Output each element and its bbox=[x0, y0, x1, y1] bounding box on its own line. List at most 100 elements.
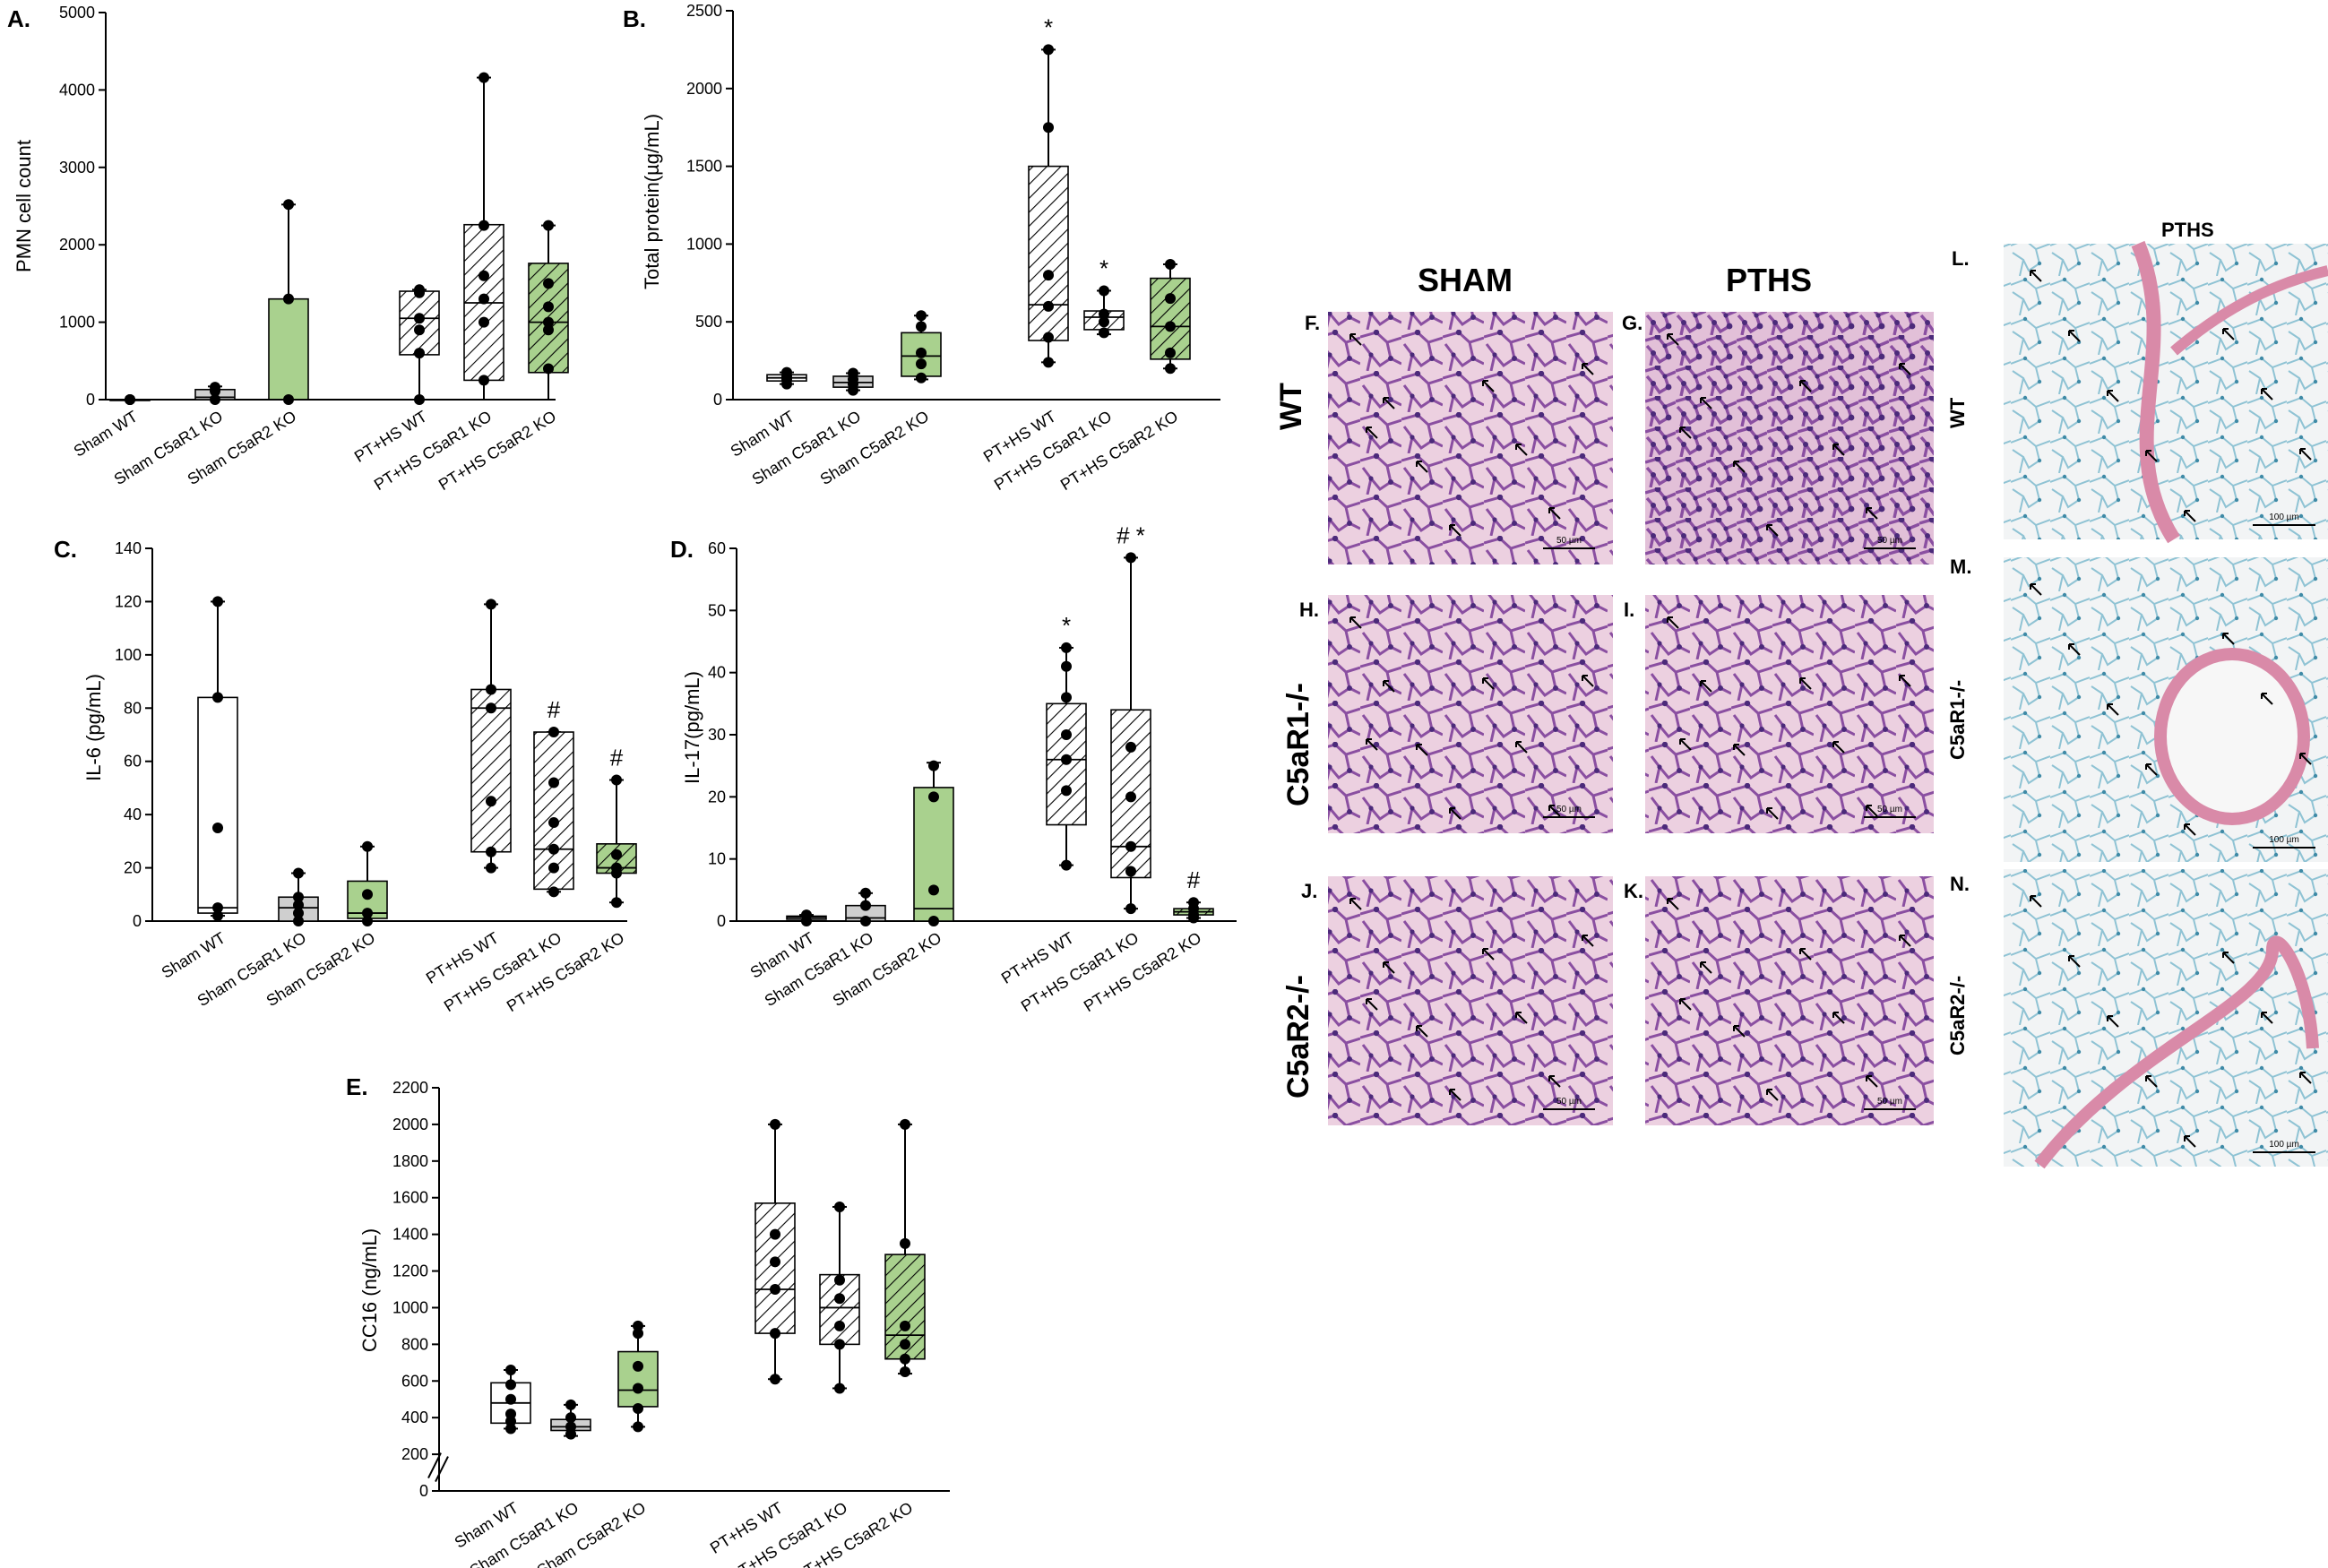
arrow-icon bbox=[1766, 524, 1779, 537]
y-axis-label: PMN cell count bbox=[13, 140, 35, 272]
data-point bbox=[633, 1421, 643, 1433]
arrow-icon bbox=[1679, 426, 1692, 439]
data-point bbox=[834, 1201, 845, 1212]
data-point bbox=[1061, 754, 1072, 765]
arrow-icon bbox=[1766, 807, 1779, 820]
arrow-icon bbox=[1667, 898, 1679, 910]
data-point bbox=[565, 1412, 576, 1424]
arrow-icon bbox=[2299, 1072, 2312, 1084]
data-point bbox=[1165, 347, 1176, 358]
arrow-icon bbox=[1832, 1012, 1845, 1024]
box bbox=[754, 1202, 796, 1334]
arrow-icon bbox=[2222, 633, 2235, 645]
y-tick-label: 5000 bbox=[59, 4, 95, 22]
data-point bbox=[611, 774, 622, 786]
data-point bbox=[548, 843, 559, 855]
arrow-icon bbox=[1733, 744, 1746, 756]
arrow-icon bbox=[2184, 510, 2196, 522]
arrow-icon bbox=[2068, 330, 2081, 342]
micrograph-F-wt-sham bbox=[1328, 312, 1613, 564]
arrow-icon bbox=[2145, 763, 2158, 776]
data-point bbox=[801, 909, 812, 921]
category-label: Sham WT bbox=[159, 928, 228, 981]
y-tick-label: 1000 bbox=[392, 1298, 428, 1316]
arrow-icon bbox=[2068, 643, 2081, 656]
data-point bbox=[293, 908, 304, 919]
y-tick-label: 2000 bbox=[59, 236, 95, 254]
y-tick-label: 100 bbox=[115, 646, 142, 664]
arrow-icon bbox=[1383, 961, 1395, 974]
box bbox=[197, 696, 238, 914]
data-point bbox=[548, 727, 559, 738]
arrow-icon bbox=[2261, 693, 2273, 705]
y-tick-label: 2000 bbox=[392, 1116, 428, 1133]
data-point bbox=[210, 394, 220, 405]
data-point bbox=[1099, 285, 1109, 297]
data-point bbox=[834, 1320, 845, 1331]
data-point bbox=[125, 394, 135, 405]
y-tick-label: 40 bbox=[124, 806, 142, 823]
data-point bbox=[543, 324, 554, 336]
data-point bbox=[770, 1374, 780, 1385]
arrow-icon bbox=[1548, 1075, 1561, 1088]
y-tick-label: 60 bbox=[124, 753, 142, 771]
data-point bbox=[900, 1320, 910, 1331]
panel-label: A. bbox=[7, 5, 30, 32]
arrow-icon bbox=[1416, 461, 1428, 473]
data-point bbox=[1125, 741, 1136, 753]
y-tick-label: 200 bbox=[401, 1445, 428, 1463]
arrow-icon bbox=[1582, 935, 1594, 947]
data-point bbox=[486, 684, 496, 695]
arrow-icon bbox=[1679, 998, 1692, 1011]
arrow-icon bbox=[1449, 807, 1461, 820]
micrograph-N-c5ar2-pths-ihc bbox=[2004, 869, 2328, 1167]
data-point bbox=[1043, 270, 1054, 281]
micrograph-K-c5ar2-pths bbox=[1645, 876, 1934, 1125]
data-point bbox=[479, 293, 489, 305]
arrow-icon bbox=[1548, 805, 1561, 817]
arrow-icon bbox=[1366, 426, 1378, 439]
arrow-icon bbox=[1679, 738, 1692, 751]
arrow-icon bbox=[1582, 363, 1594, 375]
y-axis-label: IL-17(pg/mL) bbox=[681, 671, 703, 784]
header-sham: SHAM bbox=[1418, 262, 1513, 298]
significance-mark: # bbox=[1187, 866, 1201, 893]
arrow-icon bbox=[2184, 823, 2196, 836]
significance-mark: # bbox=[610, 745, 624, 771]
box bbox=[617, 1350, 659, 1408]
arrow-icon bbox=[1733, 461, 1746, 473]
data-point bbox=[293, 892, 304, 903]
panel-label-N: N. bbox=[1950, 873, 1970, 895]
data-point bbox=[543, 278, 554, 289]
axis-break-mark bbox=[427, 1452, 442, 1478]
charts-svg: A.PMN cell count010002000300040005000Sha… bbox=[7, 2, 1237, 1568]
data-point bbox=[900, 1118, 910, 1130]
data-point bbox=[834, 1339, 845, 1350]
data-point bbox=[928, 791, 939, 803]
arrow-icon bbox=[1733, 1025, 1746, 1038]
y-tick-label: 0 bbox=[419, 1482, 428, 1500]
data-point bbox=[414, 348, 425, 359]
data-point bbox=[212, 596, 223, 607]
y-tick-label: 20 bbox=[124, 859, 142, 877]
panel-label-G: G. bbox=[1622, 312, 1643, 334]
data-point bbox=[283, 199, 294, 211]
chart-cc16: E. CC16 (ng/mL) 0 200 400 600 800 1000 1200 1400 1… bbox=[346, 1073, 950, 1568]
data-point bbox=[212, 823, 223, 833]
y-tick-label: 3000 bbox=[59, 159, 95, 177]
y-tick-label: 0 bbox=[86, 391, 95, 409]
significance-mark: # * bbox=[1117, 521, 1145, 548]
row-label-c5ar1: C5aR1-/- bbox=[1281, 683, 1315, 806]
arrow-icon bbox=[1383, 680, 1395, 693]
data-point bbox=[928, 760, 939, 771]
row-label-c5ar2: C5aR2-/- bbox=[1281, 975, 1315, 1098]
panel-label-K: K. bbox=[1624, 880, 1643, 902]
category-label: PT+HS C5aR2 KO bbox=[435, 407, 559, 494]
y-tick-label: 60 bbox=[708, 539, 726, 557]
data-point bbox=[543, 363, 554, 375]
data-point bbox=[1188, 897, 1199, 909]
data-point bbox=[848, 367, 858, 379]
y-tick-label: 600 bbox=[401, 1372, 428, 1390]
data-point bbox=[1061, 642, 1072, 653]
